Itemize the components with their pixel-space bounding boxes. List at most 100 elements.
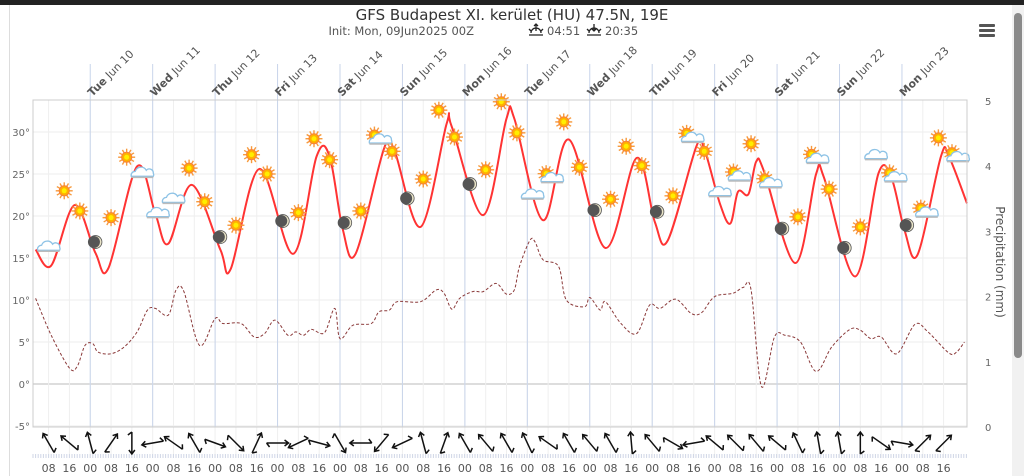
sun-icon (492, 93, 510, 111)
weather-icon-sun (227, 216, 245, 234)
sun-ray (68, 192, 72, 196)
sun-ray (864, 228, 869, 232)
sun-icon (633, 157, 651, 175)
x-tick-label: 00 (895, 462, 909, 475)
y-right-tick-label: 2 (985, 293, 991, 304)
cloud-icon (680, 131, 705, 143)
sun-ray (833, 184, 837, 188)
wind-arrow-icon (331, 433, 347, 454)
sun-icon (664, 187, 682, 205)
left-border (9, 5, 10, 476)
sun-ray (690, 128, 695, 132)
wind-arrow-shape (562, 432, 578, 453)
sun-ray (766, 171, 770, 175)
x-tick-label: 00 (645, 462, 659, 475)
sun-icon (742, 135, 760, 153)
sun-ray (415, 180, 420, 184)
sun-icon (383, 142, 401, 160)
wind-arrow-icon (458, 432, 474, 453)
wind-arrow-shape (935, 434, 953, 453)
wind-arrow-icon (104, 432, 119, 453)
sun-core (77, 208, 83, 214)
sun-ray (262, 177, 266, 182)
wind-arrow-icon (834, 430, 846, 455)
sun-ray (315, 142, 319, 147)
sun-ray (493, 96, 498, 100)
y-tick-label: -5° (15, 422, 30, 433)
sun-ray (541, 165, 545, 170)
sun-ray (255, 149, 260, 153)
wind-arrow-shape (60, 435, 79, 451)
x-tick-label: 00 (208, 462, 222, 475)
sun-ray (759, 171, 763, 175)
sun-icon (477, 161, 495, 179)
day-label: Mon Jun 23 (897, 44, 952, 99)
wind-arrow-icon (935, 434, 953, 453)
cloud-icon (130, 166, 155, 177)
sun-ray (118, 152, 123, 156)
wind-arrow-icon (562, 432, 578, 453)
weather-icon-sun (352, 202, 370, 220)
sun-ray (855, 230, 859, 235)
y-right-tick-label: 0 (985, 423, 991, 434)
sun-ray (56, 192, 61, 196)
sun-ray (396, 153, 400, 157)
weather-icon-moon (587, 203, 602, 218)
x-tick-label: 08 (604, 462, 618, 475)
x-tick-label: 00 (520, 462, 534, 475)
moon-shadow (337, 216, 350, 229)
sun-ray (480, 173, 484, 178)
sun-icon (617, 137, 635, 155)
sun-ray (364, 206, 369, 210)
sun-ray (681, 125, 685, 130)
sun-ray (813, 146, 817, 151)
weather-icon-sun (555, 113, 573, 131)
sun-ray (922, 200, 926, 205)
weather-icon-moon (899, 218, 915, 233)
sun-ray (456, 141, 460, 145)
sun-ray (630, 141, 634, 145)
sun-ray (81, 203, 85, 207)
weather-icon-sun-cloud (678, 124, 705, 144)
sun-ray (583, 169, 588, 173)
weather-icon-cloud (520, 188, 545, 200)
sun-ray (699, 155, 703, 160)
day-label: Tue Jun 17 (522, 48, 573, 99)
wind-arrow-shape (644, 433, 662, 452)
sun-ray (558, 125, 562, 130)
sun-ray (614, 201, 619, 205)
wind-arrow-icon (726, 434, 745, 452)
weather-icon-cloud (161, 192, 186, 205)
wind-arrow-icon (627, 430, 637, 455)
sun-icon (414, 170, 432, 188)
sun-ray (290, 214, 295, 218)
weather-icon-moon (462, 177, 477, 191)
sun-ray (752, 136, 756, 140)
sun-ray (237, 217, 241, 222)
sun-ray (618, 148, 623, 152)
sun-ray (567, 123, 572, 127)
sun-icon (55, 182, 73, 200)
sunrise-time: 04:51 (547, 24, 580, 38)
scrollbar-thumb[interactable] (1014, 13, 1022, 358)
sun-icon (102, 209, 120, 227)
chart-menu-button[interactable] (979, 24, 995, 38)
sun-ray (446, 132, 451, 136)
sun-ray (821, 184, 826, 188)
weather-icon-cloud (146, 206, 170, 219)
sun-icon (180, 159, 198, 177)
sun-icon (118, 148, 136, 166)
sun-ray (427, 174, 431, 178)
sun-ray (768, 173, 773, 177)
wind-arrow-icon (856, 430, 865, 455)
init-time: Init: Mon, 09Jun2025 00Z (328, 24, 474, 38)
sun-core (857, 224, 863, 230)
sun-ray (458, 138, 463, 142)
sun-icon (929, 129, 947, 147)
sun-ray (852, 222, 857, 226)
scrollbar[interactable] (1012, 5, 1024, 476)
sun-icon (445, 128, 463, 146)
x-tick-label: 16 (874, 462, 888, 475)
x-tick-label: 16 (937, 462, 951, 475)
sun-icon (321, 151, 339, 169)
